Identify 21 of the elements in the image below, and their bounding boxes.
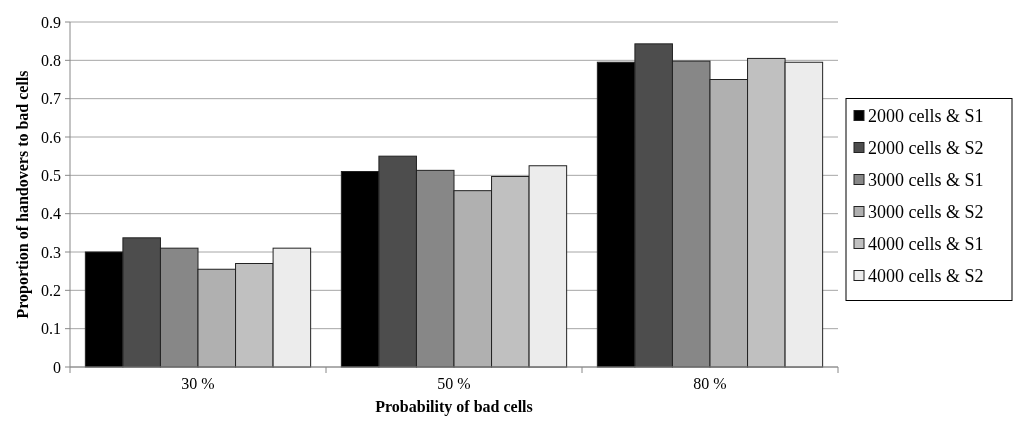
legend-label: 4000 cells & S1 <box>868 233 984 254</box>
legend-label: 4000 cells & S2 <box>868 265 984 286</box>
legend-label: 3000 cells & S2 <box>868 201 984 222</box>
y-tick-label: 0.2 <box>41 281 61 299</box>
y-tick-label: 0.9 <box>41 13 61 31</box>
legend-label: 2000 cells & S1 <box>868 105 984 126</box>
y-tick-label: 0.4 <box>41 205 61 223</box>
y-tick-label: 0.8 <box>41 51 61 69</box>
y-tick-label: 0.5 <box>41 166 61 184</box>
y-tick-label: 0 <box>53 358 61 376</box>
x-tick-label: 30 % <box>181 375 215 392</box>
y-axis-title: Proportion of handovers to bad cells <box>14 70 32 319</box>
x-tick-label: 50 % <box>437 375 471 392</box>
x-tick-label: 80 % <box>693 375 727 392</box>
x-axis-title: Probability of bad cells <box>375 398 533 416</box>
y-tick-label: 0.7 <box>41 90 61 108</box>
legend-label: 3000 cells & S1 <box>868 169 984 190</box>
y-tick-label: 0.6 <box>41 128 61 146</box>
y-tick-label: 0.1 <box>41 320 61 338</box>
y-tick-label: 0.3 <box>41 243 61 261</box>
legend-label: 2000 cells & S2 <box>868 137 984 158</box>
